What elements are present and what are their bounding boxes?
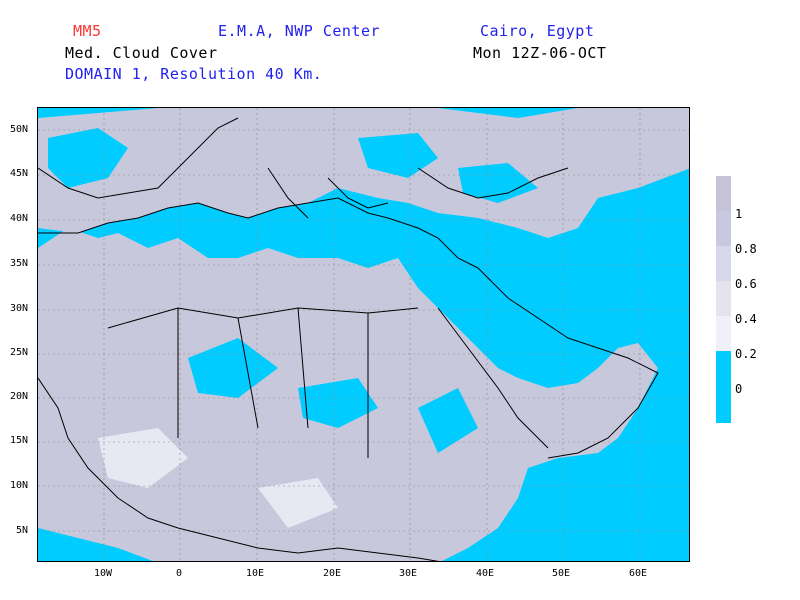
coastline-west-africa (38, 377, 440, 561)
legend-label-0-6: 0.6 (735, 277, 757, 291)
lat-label-15n: 15N (10, 435, 29, 446)
coastline-red-sea (437, 307, 549, 449)
lat-label-30n: 30N (10, 303, 29, 314)
center-name: E.M.A, NWP Center (218, 22, 381, 40)
legend-swatch-1 (716, 176, 731, 211)
coastline-europe (38, 117, 569, 219)
cloud-cover-map (37, 107, 690, 562)
legend-swatch-0-6 (716, 246, 731, 281)
lat-label-10n: 10N (10, 480, 29, 491)
lon-label-10w: 10W (94, 568, 113, 579)
lon-label-30e: 30E (399, 568, 418, 579)
legend-label-1: 1 (735, 207, 743, 221)
coastline-north-africa (38, 197, 479, 269)
coastline-arabia (477, 267, 659, 459)
location-name: Cairo, Egypt (480, 22, 595, 40)
lon-label-60e: 60E (629, 568, 648, 579)
lat-label-40n: 40N (10, 213, 29, 224)
lat-label-35n: 35N (10, 258, 29, 269)
lat-label-20n: 20N (10, 391, 29, 402)
legend-label-0-8: 0.8 (735, 242, 757, 256)
model-name: MM5 (73, 22, 102, 40)
legend-swatch-0-8 (716, 211, 731, 246)
field-title: Med. Cloud Cover (65, 44, 218, 62)
lon-label-40e: 40E (476, 568, 495, 579)
lon-label-10e: 10E (246, 568, 265, 579)
legend-label-0-2: 0.2 (735, 347, 757, 361)
valid-time: Mon 12Z-06-OCT (473, 44, 607, 62)
lat-label-25n: 25N (10, 347, 29, 358)
lat-label-45n: 45N (10, 168, 29, 179)
domain-info: DOMAIN 1, Resolution 40 Km. (65, 65, 323, 83)
legend-label-0: 0 (735, 382, 743, 396)
legend-swatch-0 (716, 351, 731, 423)
europe-cloud-region (38, 108, 689, 238)
border-lines (107, 307, 419, 458)
lat-label-50n: 50N (10, 124, 29, 135)
lat-label-5n: 5N (16, 525, 29, 536)
lon-label-20e: 20E (323, 568, 342, 579)
legend-label-0-4: 0.4 (735, 312, 757, 326)
legend-swatch-0-4 (716, 281, 731, 316)
lon-label-0: 0 (176, 568, 183, 579)
lon-label-50e: 50E (552, 568, 571, 579)
legend-swatch-0-2 (716, 316, 731, 351)
